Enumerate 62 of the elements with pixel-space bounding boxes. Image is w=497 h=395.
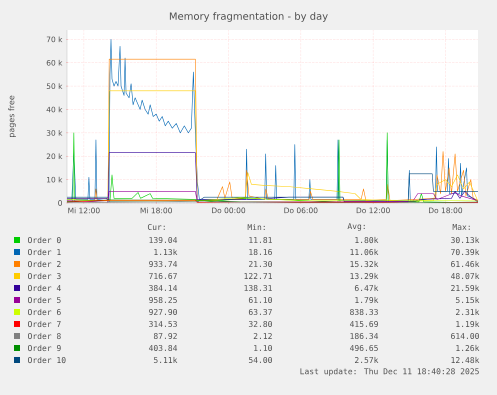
text: 838.33	[350, 308, 378, 316]
text: 87.92	[154, 332, 177, 340]
text: 1.19k	[456, 320, 480, 328]
legend-label: Order 6	[28, 308, 61, 316]
text: 716.67	[149, 272, 177, 280]
text: 186.34	[350, 332, 378, 340]
text: 138.31	[244, 284, 272, 292]
text: 15.32k	[350, 260, 378, 268]
legend-label: Order 10	[28, 356, 66, 364]
text: 30.13k	[451, 236, 480, 244]
text: 403.84	[148, 344, 178, 352]
text: 2.57k	[354, 356, 378, 364]
text: 496.65	[350, 344, 378, 352]
text: 927.90	[149, 308, 177, 316]
text: 384.14	[149, 284, 178, 292]
y-axis-title: pages free	[8, 96, 16, 137]
text: 18.16	[249, 248, 272, 256]
text: 5.15k	[456, 296, 480, 304]
text: 13.29k	[350, 272, 378, 280]
text: 1.80k	[355, 236, 378, 244]
text: 1.10	[254, 344, 272, 352]
text: 11.06k	[350, 248, 378, 256]
text: 1.79k	[355, 296, 378, 304]
text: 415.69	[350, 320, 378, 328]
text: 54.00	[248, 356, 272, 364]
text: 63.37	[248, 308, 272, 316]
text: 614.00	[451, 332, 479, 340]
text: Cur:	[148, 224, 165, 230]
text: 21.59k	[451, 284, 480, 292]
text: 6.47k	[354, 284, 378, 292]
text: 122.71	[244, 273, 272, 279]
text: 12.48k	[452, 356, 480, 364]
legend-label: Order 7	[28, 320, 61, 328]
legend-label: Order 1	[28, 248, 61, 256]
text: 958.25	[149, 296, 177, 304]
text: 1.13k	[154, 248, 178, 256]
legend-label: Order 9	[28, 344, 61, 352]
text: 61.46k	[451, 260, 480, 268]
text: Min:	[248, 224, 265, 230]
text: Max:	[452, 224, 470, 230]
legend-label: Order 8	[28, 332, 61, 340]
text: Last update: Thu Dec 11 18:40:28 2025	[300, 368, 479, 376]
text: 5.11k	[154, 356, 178, 364]
legend-label: Order 4	[28, 284, 61, 292]
legend-label: Order 0	[28, 236, 61, 244]
text: 1.26k	[456, 344, 480, 352]
legend-label: Order 3	[28, 272, 61, 280]
legend-label: Order 5	[28, 296, 61, 304]
text: 2.31k	[456, 308, 480, 316]
text: 139.04	[150, 236, 178, 244]
text: 2.12	[254, 333, 272, 339]
chart-title: Memory fragmentation - by day	[170, 12, 328, 22]
text: 32.80	[248, 320, 272, 328]
text: 933.74	[149, 260, 178, 268]
text: Avg:	[348, 223, 365, 231]
legend-label: Order 2	[28, 260, 61, 268]
text: 314.53	[149, 320, 177, 328]
text: 61.10	[248, 296, 272, 304]
text: 11.81	[249, 236, 272, 244]
text: 48.07k	[450, 272, 480, 280]
text: 21.30	[248, 260, 272, 268]
text: 70.39k	[451, 248, 480, 256]
